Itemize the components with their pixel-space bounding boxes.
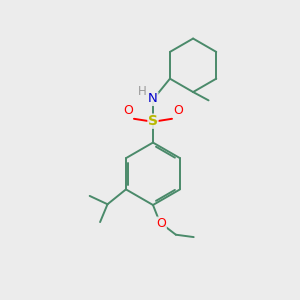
Text: O: O xyxy=(173,104,183,117)
Text: S: S xyxy=(148,114,158,128)
Text: O: O xyxy=(123,104,133,117)
Text: H: H xyxy=(138,85,147,98)
Text: O: O xyxy=(156,217,166,230)
Text: N: N xyxy=(148,92,158,105)
